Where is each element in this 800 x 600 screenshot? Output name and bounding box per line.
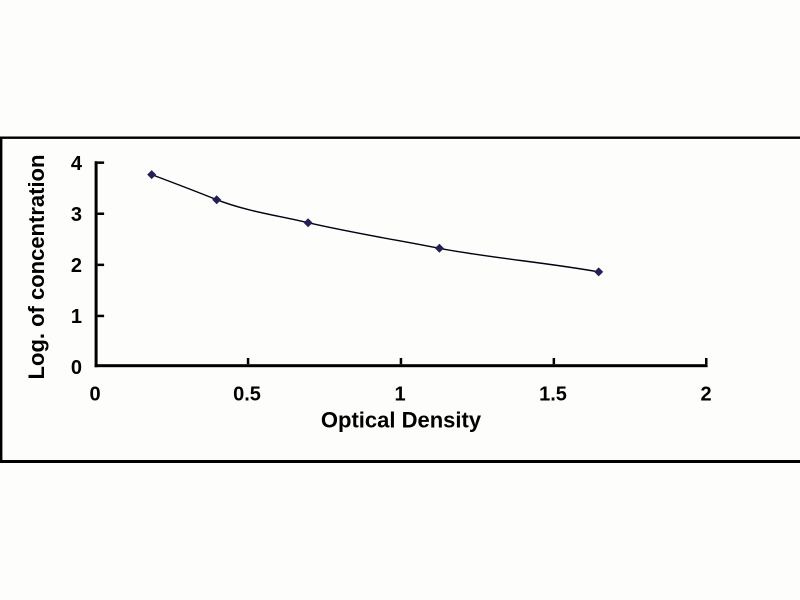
svg-text:1: 1 bbox=[394, 384, 405, 406]
svg-text:Log. of concentration: Log. of concentration bbox=[24, 155, 49, 380]
svg-text:0.5: 0.5 bbox=[233, 384, 261, 406]
svg-text:0: 0 bbox=[89, 384, 100, 406]
svg-text:2: 2 bbox=[700, 384, 711, 406]
svg-text:Optical Density: Optical Density bbox=[321, 408, 482, 433]
svg-text:1.5: 1.5 bbox=[539, 384, 567, 406]
svg-text:1: 1 bbox=[71, 306, 82, 328]
svg-text:4: 4 bbox=[71, 153, 83, 175]
svg-text:0: 0 bbox=[71, 357, 82, 379]
svg-text:2: 2 bbox=[71, 255, 82, 277]
svg-text:3: 3 bbox=[71, 204, 82, 226]
